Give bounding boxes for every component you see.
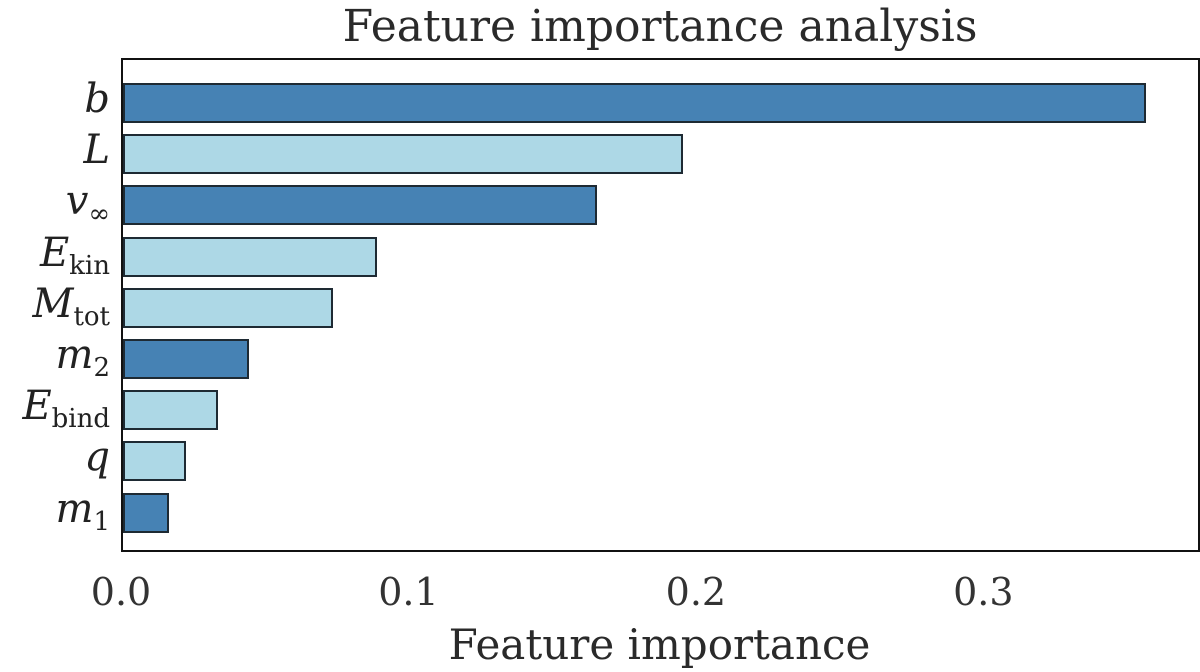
chart-title: Feature importance analysis: [342, 1, 978, 52]
x-axis-label: Feature importance: [448, 620, 871, 669]
bar-b: [123, 83, 1146, 123]
y-tick-label: v∞: [65, 178, 110, 230]
x-tick-label: 0.0: [90, 570, 152, 614]
y-tick-label: b: [84, 76, 110, 122]
bar-m2: [123, 339, 249, 379]
bar-L: [123, 134, 683, 175]
y-tick-label: m1: [55, 485, 110, 537]
bar-M_tot: [123, 287, 333, 328]
y-tick-label: Ebind: [22, 383, 110, 435]
bar-E_kin: [123, 236, 377, 277]
y-tick-label: Ekin: [39, 229, 110, 281]
x-tick-label: 0.1: [378, 570, 439, 614]
y-tick-label: L: [83, 127, 110, 174]
bar-v∞: [123, 185, 597, 226]
y-tick-label: m2: [55, 332, 110, 383]
bar-q: [123, 441, 186, 482]
y-tick-label: Mtot: [32, 280, 110, 332]
bar-E_bind: [123, 390, 218, 431]
x-tick-label: 0.2: [665, 570, 727, 614]
x-tick-label: 0.3: [953, 570, 1014, 614]
y-tick-label: q: [84, 434, 110, 481]
plot-area: [121, 58, 1200, 552]
bar-m1: [123, 492, 169, 533]
